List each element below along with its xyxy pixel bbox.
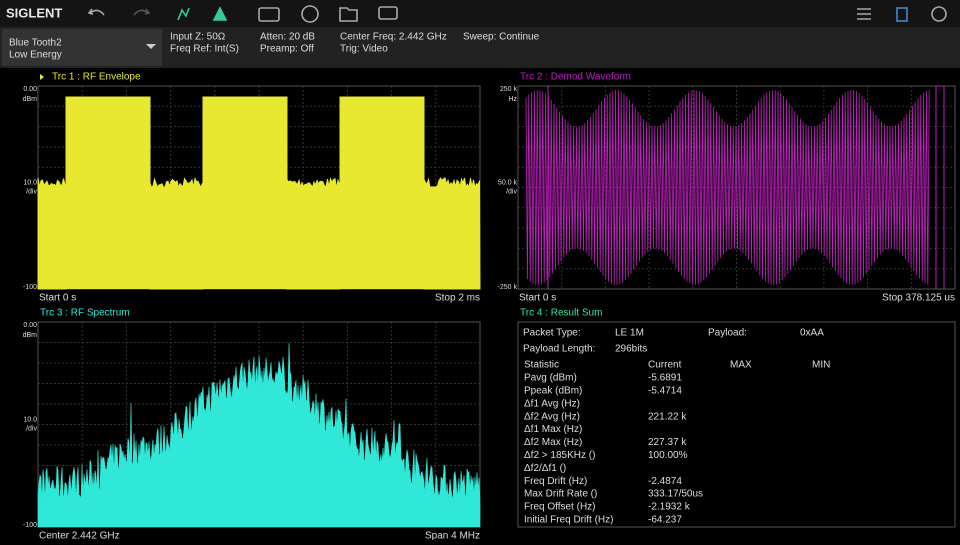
stat-cell: Δf2 > 185KHz () — [524, 450, 595, 461]
ref-unit: dBm — [23, 96, 38, 103]
mode-sub[interactable]: Low Energy — [9, 50, 62, 61]
stat-cell: 100.00% — [648, 450, 688, 461]
toolbar-icons[interactable] — [87, 5, 947, 23]
toolbar — [0, 0, 960, 27]
trace-demod — [525, 90, 930, 285]
stat-cell: 227.37 k — [648, 437, 687, 448]
x-start: Start 0 s — [39, 293, 76, 304]
scale-unit: /div — [26, 425, 37, 432]
scale: 10.0 — [23, 416, 37, 423]
packet-info: LE 1M — [615, 328, 644, 339]
x-stop: Stop 378.125 us — [882, 293, 955, 304]
trace-rf-spectrum — [37, 342, 481, 528]
ref-level: 0.00 — [23, 322, 37, 329]
brand: SIGLENT — [6, 5, 62, 20]
stat-cell: Initial Freq Drift (Hz) — [524, 515, 613, 526]
status-item: Center Freq: 2.442 GHz — [340, 32, 447, 43]
stat-cell: Max Drift Rate () — [524, 489, 597, 500]
menu-icon[interactable] — [857, 8, 871, 20]
packet-info: 0xAA — [800, 328, 824, 339]
ref-level: 0.00 — [23, 86, 37, 93]
scale: 10.0 — [23, 179, 37, 186]
ref-level: 250 k — [500, 86, 518, 93]
bottom-level: -250 k — [498, 284, 518, 291]
scale-unit: /div — [26, 188, 37, 195]
trace-title: Trc 4 : Result Sum — [520, 308, 602, 319]
x-start: Center 2.442 GHz — [39, 531, 120, 540]
stat-cell: 221.22 k — [648, 411, 687, 422]
status-item: Sweep: Continue — [463, 32, 540, 43]
undo-icon[interactable] — [87, 8, 105, 16]
trace-title: Trc 1 : RF Envelope — [52, 72, 141, 83]
stat-header: MAX — [730, 360, 752, 371]
message-icon[interactable] — [378, 6, 398, 20]
peak-icon[interactable] — [177, 7, 190, 21]
mode-selector[interactable] — [2, 29, 162, 66]
stat-cell: -5.6891 — [648, 373, 682, 384]
stat-cell: 333.17/50us — [648, 489, 703, 500]
stat-cell: Freq Offset (Hz) — [524, 502, 596, 513]
x-stop: Span 4 MHz — [425, 531, 480, 540]
screenshot-icon[interactable] — [258, 7, 280, 22]
ref-unit: Hz — [508, 96, 517, 103]
stat-cell: Ppeak (dBm) — [524, 386, 582, 397]
status-item: Trig: Video — [340, 44, 388, 55]
stat-header: Statistic — [524, 360, 559, 371]
stat-cell: Δf2 Max (Hz) — [524, 437, 582, 448]
file-icon[interactable] — [339, 7, 358, 22]
stat-cell: Δf1 Max (Hz) — [524, 424, 582, 435]
active-marker — [40, 74, 44, 80]
packet-info: Packet Type: — [523, 328, 581, 339]
stat-header: MIN — [812, 360, 830, 371]
status-item: Atten: 20 dB — [260, 32, 315, 43]
packet-info: 296bits — [615, 344, 647, 355]
stat-cell: Pavg (dBm) — [524, 373, 577, 384]
bottom-level: -100 — [23, 522, 37, 529]
trace-demod-edge — [547, 85, 945, 289]
stat-cell: Freq Drift (Hz) — [524, 476, 587, 487]
trace-title: Trc 3 : RF Spectrum — [40, 308, 130, 319]
stat-cell: Δf2/Δf1 () — [524, 463, 566, 474]
packet-info: Payload: — [708, 328, 747, 339]
help-icon[interactable] — [301, 5, 319, 23]
trace-rf-envelope — [37, 96, 481, 290]
stat-cell: -5.4714 — [648, 386, 682, 397]
ref-unit: dBm — [23, 332, 38, 339]
status-item: Preamp: Off — [260, 44, 314, 55]
mode-name[interactable]: Blue Tooth2 — [9, 38, 62, 49]
stat-cell: -64.237 — [648, 515, 682, 526]
stat-cell: -2.1932 k — [648, 502, 691, 513]
stat-cell: -2.4874 — [648, 476, 682, 487]
redo-icon[interactable] — [133, 8, 151, 16]
layout-icon[interactable] — [896, 7, 908, 22]
scale: 50.0 k — [498, 179, 518, 186]
x-start: Start 0 s — [519, 293, 556, 304]
dropdown-arrow[interactable] — [146, 44, 156, 49]
trace-title: Trc 2 : Demod Waveform — [520, 72, 631, 83]
result-box — [517, 321, 956, 528]
stat-cell: Δf2 Avg (Hz) — [524, 411, 580, 422]
status-item: Input Z: 50Ω — [170, 32, 226, 43]
bottom-level: -100 — [23, 284, 37, 291]
stat-cell: Δf1 Avg (Hz) — [524, 398, 580, 409]
scale-unit: /div — [506, 188, 517, 195]
status-item: Freq Ref: Int(S) — [170, 44, 239, 55]
power-icon[interactable] — [931, 6, 947, 22]
x-stop: Stop 2 ms — [435, 293, 480, 304]
packet-info: Payload Length: — [523, 344, 595, 355]
marker-icon[interactable] — [212, 6, 228, 21]
stat-header: Current — [648, 360, 682, 371]
